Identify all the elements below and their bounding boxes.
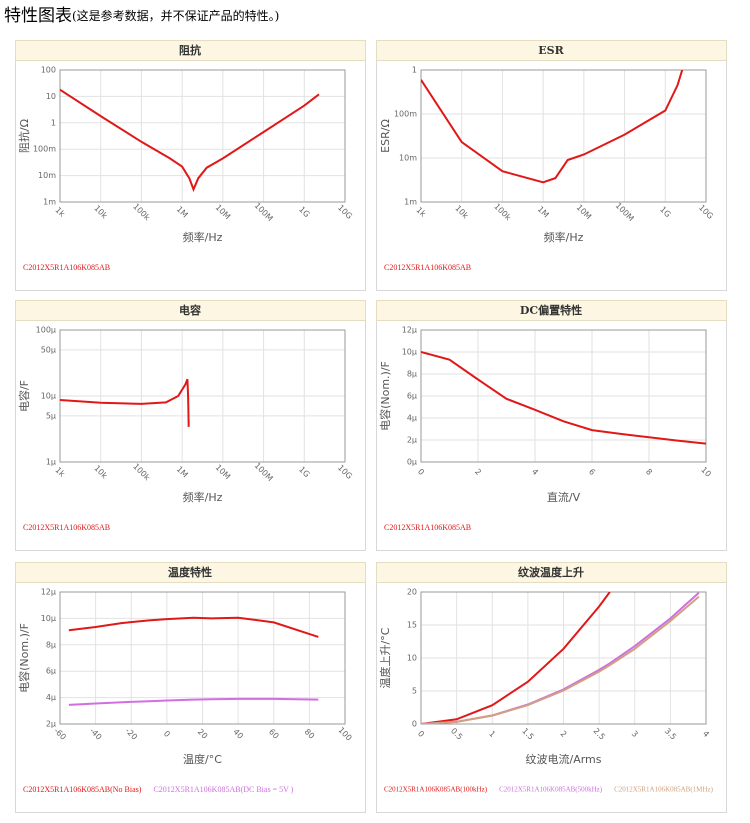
x-tick-label: 0 xyxy=(416,729,426,739)
x-axis-label: 频率/Hz xyxy=(183,230,223,244)
legend-entry: C2012X5R1A106K085AB(DC Bias = 5V ) xyxy=(153,785,293,794)
panel-title: DC偏置特性 xyxy=(520,303,582,317)
y-tick-label: 100m xyxy=(33,145,56,154)
y-tick-label: 2µ xyxy=(46,720,56,729)
y-tick-label: 15 xyxy=(407,621,417,630)
y-tick-label: 50µ xyxy=(41,345,56,354)
y-tick-label: 10 xyxy=(407,654,417,663)
plot-border xyxy=(420,69,707,203)
x-axis-label: 温度/°C xyxy=(183,752,222,766)
x-tick-label: 0 xyxy=(162,729,172,739)
series-line xyxy=(421,351,706,445)
x-axis-label: 直流/V xyxy=(547,490,581,504)
legend-entry: C2012X5R1A106K085AB(1MHz) xyxy=(614,786,713,794)
y-tick-label: 1µ xyxy=(46,458,56,467)
series-line xyxy=(60,88,320,193)
x-tick-label: 2 xyxy=(473,467,483,477)
panel-title: ESR xyxy=(538,44,564,57)
legend-entry: C2012X5R1A106K085AB xyxy=(384,263,471,272)
y-tick-label: 12µ xyxy=(41,588,56,597)
y-tick-label: 5 xyxy=(412,687,417,696)
x-tick-label: 1 xyxy=(487,729,497,739)
y-tick-label: 1m xyxy=(43,198,56,207)
panel-header xyxy=(15,300,366,321)
panel-title: 温度特性 xyxy=(168,565,212,579)
y-axis-label: 电容(Nom.)/F xyxy=(17,623,31,693)
y-axis-label: 温度上升/°C xyxy=(378,627,392,688)
x-tick-label: 4 xyxy=(701,729,711,739)
legend-entry: C2012X5R1A106K085AB xyxy=(23,263,110,272)
y-tick-label: 20 xyxy=(407,588,417,597)
y-axis-label: 电容(Nom.)/F xyxy=(378,361,392,431)
legend-entry: C2012X5R1A106K085AB(No Bias) xyxy=(23,785,142,794)
y-tick-label: 100µ xyxy=(36,326,56,335)
panel-header xyxy=(376,300,727,321)
plot-border xyxy=(420,591,707,725)
y-tick-label: 10m xyxy=(399,154,417,163)
y-tick-label: 6µ xyxy=(46,667,56,676)
page-title-text: 特性图表 xyxy=(4,6,72,26)
x-tick-label: 8 xyxy=(644,467,654,477)
plot-area xyxy=(420,69,707,203)
panel-header xyxy=(376,562,727,583)
series-line xyxy=(421,595,700,724)
y-axis-label: 电容/F xyxy=(17,380,31,412)
x-tick-label: 2 xyxy=(559,729,569,739)
y-tick-label: 2µ xyxy=(407,436,417,445)
series-line xyxy=(60,378,190,427)
series-line xyxy=(68,616,319,638)
x-axis-label: 纹波电流/Arms xyxy=(525,752,601,766)
plot-area xyxy=(59,69,346,203)
plot-border xyxy=(59,69,346,203)
x-axis-label: 频率/Hz xyxy=(183,490,223,504)
y-axis-label: ESR/Ω xyxy=(379,119,392,153)
page-title: 特性图表(这是参考数据，并不保证产品的特性。) xyxy=(4,6,279,26)
y-tick-label: 1 xyxy=(412,66,417,75)
panel-title: 纹波温度上升 xyxy=(518,565,584,579)
y-tick-label: 4µ xyxy=(46,693,56,702)
legend-entry: C2012X5R1A106K085AB xyxy=(23,523,110,532)
panel-header xyxy=(15,40,366,61)
y-axis-label: 阻抗/Ω xyxy=(17,119,31,153)
y-tick-label: 8µ xyxy=(407,370,417,379)
y-tick-label: 10m xyxy=(38,171,56,180)
x-tick-label: 6 xyxy=(587,467,597,477)
plot-border xyxy=(420,329,707,463)
y-tick-label: 0 xyxy=(412,720,417,729)
y-tick-label: 10 xyxy=(46,92,56,101)
legend-entry: C2012X5R1A106K085AB(500kHz) xyxy=(499,786,603,794)
x-tick-label: 0 xyxy=(416,467,426,477)
plot-border xyxy=(59,329,346,463)
page-note: (这是参考数据，并不保证产品的特性。) xyxy=(72,8,279,23)
panel-header xyxy=(15,562,366,583)
panel-title: 阻抗 xyxy=(179,43,201,57)
y-tick-label: 100 xyxy=(41,66,56,75)
y-tick-label: 0µ xyxy=(407,458,417,467)
y-tick-label: 6µ xyxy=(407,392,417,401)
panel-header xyxy=(376,40,727,61)
series-line xyxy=(421,592,611,724)
y-tick-label: 1m xyxy=(404,198,417,207)
y-tick-label: 10µ xyxy=(41,392,56,401)
y-tick-label: 5µ xyxy=(46,411,56,420)
y-tick-label: 100m xyxy=(394,110,417,119)
series-line xyxy=(421,70,684,184)
y-tick-label: 10µ xyxy=(402,348,417,357)
x-tick-label: 4 xyxy=(530,467,540,477)
x-tick-label: 3 xyxy=(630,729,640,739)
y-tick-label: 8µ xyxy=(46,640,56,649)
panel-title: 电容 xyxy=(179,303,201,317)
plot-border xyxy=(59,591,346,725)
y-tick-label: 4µ xyxy=(407,414,417,423)
series-line xyxy=(68,697,319,706)
legend-entry: C2012X5R1A106K085AB(100kHz) xyxy=(384,786,488,794)
y-tick-label: 10µ xyxy=(41,614,56,623)
legend-entry: C2012X5R1A106K085AB xyxy=(384,523,471,532)
y-tick-label: 1 xyxy=(51,118,56,127)
x-axis-label: 频率/Hz xyxy=(544,230,584,244)
y-tick-label: 12µ xyxy=(402,326,417,335)
